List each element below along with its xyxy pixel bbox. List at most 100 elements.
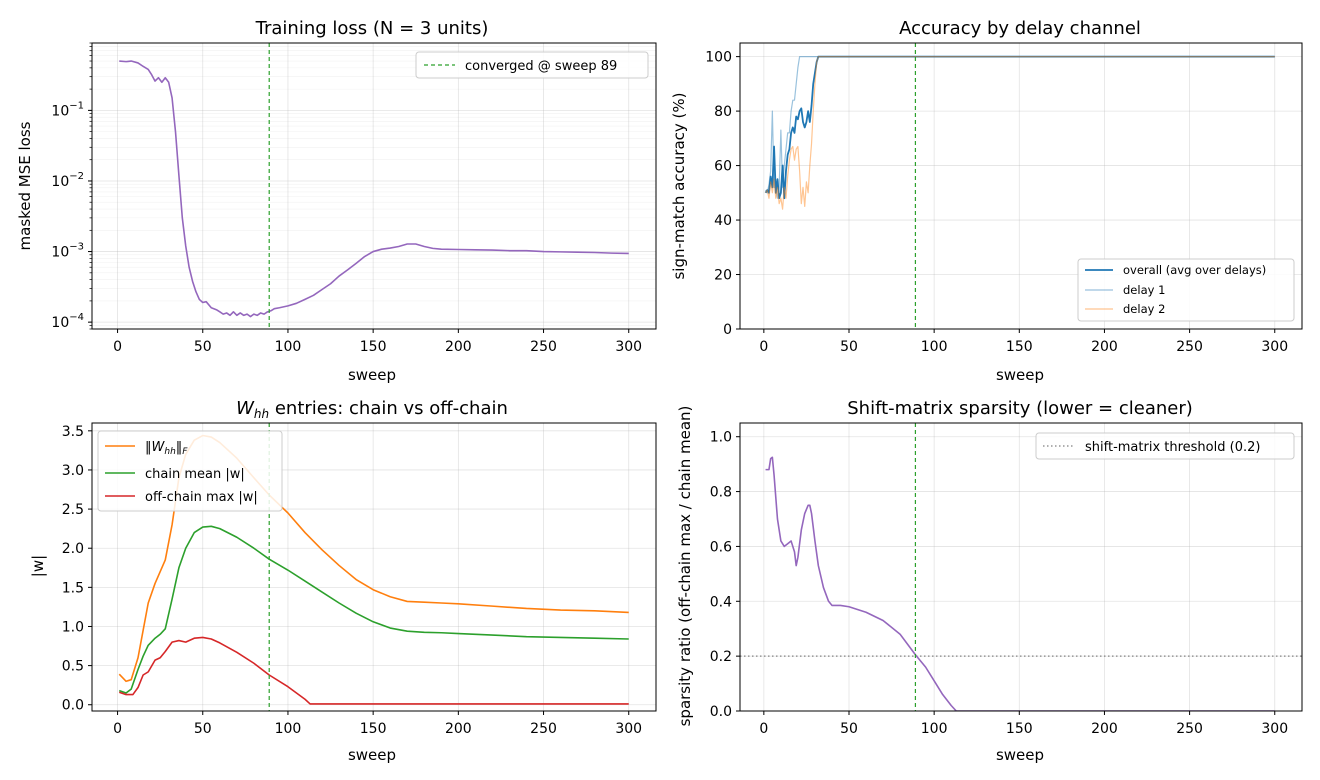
loss-xtick-label-5: 250 [530, 339, 557, 355]
whh-ylabel: |w| [29, 555, 47, 577]
loss-legend-label: converged @ sweep 89 [465, 59, 617, 74]
sparsity-title: Shift-matrix sparsity (lower = cleaner) [847, 398, 1193, 419]
sparsity-legend-box [1035, 432, 1295, 460]
whh-legend-label-chain: chain mean |w| [145, 467, 245, 482]
whh-legend: ‖Whh‖F chain mean |w| off-chain max |w| [97, 430, 283, 512]
whh-legend-norm-close: ‖ [176, 440, 183, 455]
loss-series-group [119, 43, 629, 329]
loss-plot-area: 0 50 100 150 200 250 300 10−4 10−3 10−2 10−1 [51, 42, 657, 355]
sparsity-series-0-line [765, 456, 1275, 711]
whh-xtick-label-1: 50 [194, 721, 212, 737]
loss-xtick-label-6: 300 [615, 339, 642, 355]
acc-xtick-label-2: 100 [921, 339, 948, 355]
whh-plot-area: 0 50 100 150 200 250 300 0.0 0.5 1.0 1.5 2.0 2.5 3.0 3… [62, 422, 657, 737]
whh-title: Whh entries: chain vs off-chain [236, 398, 508, 421]
accuracy-legend-label-overall: overall (avg over delays) [1123, 263, 1266, 277]
whh-series-2-line [118, 636, 629, 705]
whh-legend-label-norm: ‖Whh‖F [145, 440, 188, 457]
acc-xtick-label-6: 300 [1261, 339, 1288, 355]
acc-series-2-line [765, 56, 1275, 210]
accuracy-panel: Accuracy by delay channel sweep sign-mat… [670, 18, 1303, 384]
whh-xlabel: sweep [348, 746, 396, 764]
loss-series-0-line [119, 60, 629, 318]
sparsity-plot-area: 0 50 100 150 200 250 300 0.0 0.2 0.4 0.6 0.8 1.0 [710, 422, 1303, 737]
whh-xtick-label-4: 200 [445, 721, 472, 737]
whh-ytick-label-0: 0.0 [62, 698, 84, 714]
sparsity-grid [740, 423, 1302, 712]
loss-legend: converged @ sweep 89 [415, 51, 649, 79]
whh-legend-label-offchain: off-chain max |w| [145, 490, 258, 505]
whh-ytick-label-3: 1.5 [62, 580, 84, 596]
acc-ytick-label-5: 100 [705, 50, 732, 66]
sparsity-ylabel: sparsity ratio (off-chain max / chain me… [676, 406, 694, 727]
loss-xtick-label-1: 50 [194, 339, 212, 355]
acc-series-0-line [764, 55, 1275, 200]
acc-xtick-label-3: 150 [1006, 339, 1033, 355]
whh-ytick-label-6: 3.0 [62, 463, 84, 479]
loss-xtick-label-3: 150 [360, 339, 387, 355]
sparsity-xtick-label-1: 50 [840, 721, 858, 737]
sparsity-xtick-label-3: 150 [1006, 721, 1033, 737]
loss-ytick-label-2: 10−2 [51, 171, 84, 190]
loss-panel: Training loss (N = 3 units) sweep masked… [16, 18, 657, 384]
accuracy-legend-label-delay1: delay 1 [1123, 283, 1165, 297]
accuracy-legend-box [1077, 258, 1295, 322]
whh-legend-norm-sub2: F [182, 447, 188, 457]
whh-legend-norm-main: ‖W [145, 440, 166, 455]
whh-legend-box [97, 430, 283, 512]
sparsity-xtick-label-4: 200 [1091, 721, 1118, 737]
whh-series-1-line [118, 525, 629, 694]
sparsity-ytick-label-1: 0.2 [710, 649, 732, 665]
accuracy-title: Accuracy by delay channel [899, 18, 1141, 39]
loss-ytick-label-0: 10−4 [51, 312, 84, 331]
acc-xtick-label-4: 200 [1091, 339, 1118, 355]
acc-xtick-label-5: 250 [1176, 339, 1203, 355]
whh-ytick-label-2: 1.0 [62, 619, 84, 635]
whh-title-symbol: W [236, 398, 255, 419]
whh-xtick-label-3: 150 [360, 721, 387, 737]
loss-legend-box [415, 51, 649, 79]
whh-axes-frame [91, 422, 657, 712]
sparsity-xtick-label-2: 100 [921, 721, 948, 737]
acc-ytick-label-2: 40 [714, 213, 732, 229]
loss-axes-frame [91, 42, 657, 330]
acc-xtick-label-1: 50 [840, 339, 858, 355]
whh-ytick-label-5: 2.5 [62, 502, 84, 518]
accuracy-plot-area: 0 50 100 150 200 250 300 0 20 40 60 80 100 [705, 42, 1303, 355]
whh-panel: Whh entries: chain vs off-chain sweep |w… [29, 398, 657, 764]
loss-ytick-label-1: 10−3 [51, 242, 84, 261]
sparsity-legend-label: shift-matrix threshold (0.2) [1085, 440, 1260, 455]
sparsity-xlabel: sweep [996, 746, 1044, 764]
acc-xtick-label-0: 0 [759, 339, 768, 355]
sparsity-xtick-label-6: 300 [1261, 721, 1288, 737]
whh-xtick-label-5: 250 [530, 721, 557, 737]
accuracy-legend-label-delay2: delay 2 [1123, 302, 1165, 316]
sparsity-axes-frame [739, 422, 1303, 712]
loss-ytick-label-3: 10−1 [51, 100, 84, 119]
whh-legend-norm-sub: hh [164, 447, 176, 457]
whh-ytick-label-7: 3.5 [62, 424, 84, 440]
sparsity-xtick-label-0: 0 [759, 721, 768, 737]
loss-xtick-label-0: 0 [113, 339, 122, 355]
accuracy-ylabel: sign-match accuracy (%) [670, 92, 688, 279]
sparsity-panel: Shift-matrix sparsity (lower = cleaner) … [676, 398, 1303, 764]
sparsity-ytick-label-0: 0.0 [710, 704, 732, 720]
sparsity-ytick-label-3: 0.6 [710, 539, 732, 555]
sparsity-ytick-label-2: 0.4 [710, 594, 732, 610]
acc-axes-frame [739, 42, 1303, 330]
whh-xtick-label-0: 0 [113, 721, 122, 737]
acc-ytick-label-4: 80 [714, 104, 732, 120]
whh-ytick-label-1: 0.5 [62, 659, 84, 675]
sparsity-legend: shift-matrix threshold (0.2) [1035, 432, 1295, 460]
loss-xtick-label-4: 200 [445, 339, 472, 355]
whh-title-rest: entries: chain vs off-chain [269, 398, 508, 419]
loss-ylabel: masked MSE loss [16, 121, 34, 250]
sparsity-ytick-label-4: 0.8 [710, 485, 732, 501]
whh-ytick-label-4: 2.0 [62, 541, 84, 557]
whh-xtick-label-6: 300 [615, 721, 642, 737]
sparsity-ytick-label-5: 1.0 [710, 430, 732, 446]
loss-title: Training loss (N = 3 units) [255, 18, 489, 39]
accuracy-xlabel: sweep [996, 366, 1044, 384]
sparsity-xtick-label-5: 250 [1176, 721, 1203, 737]
